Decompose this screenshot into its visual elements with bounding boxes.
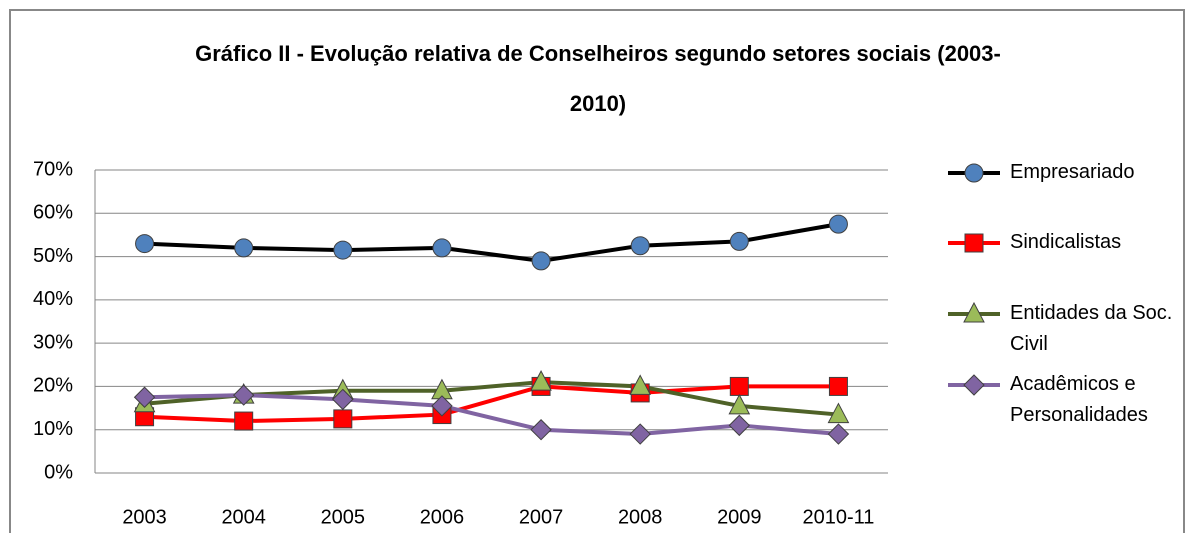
y-tick-label: 20% <box>33 375 73 397</box>
y-tick-label: 0% <box>44 461 73 483</box>
data-point <box>629 374 652 395</box>
y-tick-label: 70% <box>33 158 73 180</box>
y-tick-label: 60% <box>33 202 73 224</box>
data-point <box>530 419 552 441</box>
data-point <box>431 395 453 417</box>
legend-label: Acadêmicos e Personalidades <box>1010 373 1148 426</box>
chart-title: Gráfico II - Evolução relativa de Consel… <box>195 41 1001 66</box>
data-point <box>333 240 353 260</box>
x-tick-label: 2005 <box>321 506 366 528</box>
data-point <box>729 231 749 251</box>
data-point <box>232 384 255 406</box>
data-point <box>133 386 156 408</box>
y-tick-label: 50% <box>33 245 73 267</box>
data-point <box>729 376 749 396</box>
legend-marker <box>964 233 984 253</box>
y-tick-label: 10% <box>33 418 73 440</box>
data-point <box>432 238 452 258</box>
y-tick-label: 30% <box>33 331 73 353</box>
x-tick-label: 2008 <box>618 506 663 528</box>
x-tick-label: 2004 <box>221 506 266 528</box>
legend-marker <box>963 301 985 323</box>
legend-marker <box>964 163 984 183</box>
data-point <box>728 393 751 415</box>
data-point <box>827 423 850 445</box>
y-tick-label: 40% <box>33 288 73 310</box>
data-point <box>530 370 552 391</box>
x-tick-label: 2006 <box>420 506 465 528</box>
x-tick-label: 2009 <box>717 506 762 528</box>
data-point <box>531 251 551 271</box>
x-tick-label: 2003 <box>122 506 167 528</box>
series-line <box>144 384 839 424</box>
series-line <box>144 222 839 263</box>
data-point <box>332 388 354 411</box>
data-point <box>629 423 651 445</box>
data-point <box>828 376 848 396</box>
data-point <box>828 214 848 234</box>
legend-label: Sindicalistas <box>1010 231 1122 253</box>
data-point <box>333 409 353 429</box>
data-point <box>630 236 650 256</box>
series-line <box>144 393 839 437</box>
data-point <box>234 238 254 258</box>
legend-marker <box>963 374 985 396</box>
data-point <box>234 411 254 431</box>
data-point <box>827 402 850 424</box>
legend-label: Entidades da Soc. Civil <box>1010 302 1173 355</box>
chart-title: 2010) <box>570 91 626 116</box>
x-tick-label: 2010-11 <box>802 506 874 528</box>
x-tick-label: 2007 <box>519 506 564 528</box>
chart-frame <box>9 9 1185 533</box>
legend-label: Empresariado <box>1010 161 1135 183</box>
data-point <box>135 234 155 254</box>
data-point <box>728 414 751 437</box>
